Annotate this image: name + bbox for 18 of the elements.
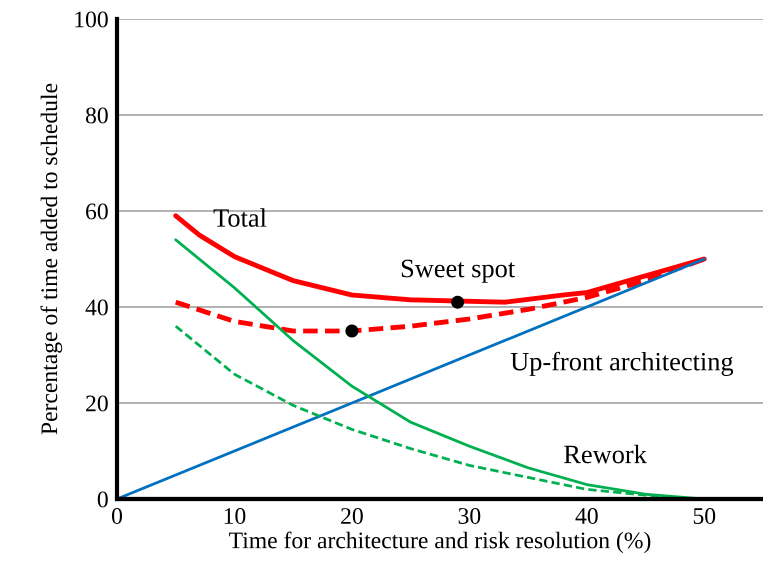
- x-tick-label: 10: [224, 508, 246, 524]
- y-axis-title: Percentage of time added to schedule: [40, 84, 62, 434]
- x-tick-label: 20: [341, 508, 363, 524]
- x-tick-label: 50: [694, 508, 716, 524]
- x-axis-title: Time for architecture and risk resolution (%): [229, 532, 650, 554]
- y-tick-label: 20: [86, 395, 108, 412]
- annotation: Total: [214, 208, 266, 227]
- y-tick-label: 80: [86, 107, 108, 124]
- x-tick-label: 40: [575, 508, 598, 524]
- x-tick-label: 0: [112, 508, 122, 524]
- annotation: Rework: [564, 444, 647, 464]
- y-tick-label: 60: [86, 203, 108, 220]
- y-tick-label: 0: [98, 491, 108, 508]
- x-tick-label: 30: [458, 508, 480, 524]
- y-tick-label: 100: [75, 11, 108, 28]
- annotation: Up-front architecting: [510, 352, 734, 376]
- y-tick-label: 40: [86, 299, 108, 316]
- annotation: Sweet spot: [402, 260, 516, 283]
